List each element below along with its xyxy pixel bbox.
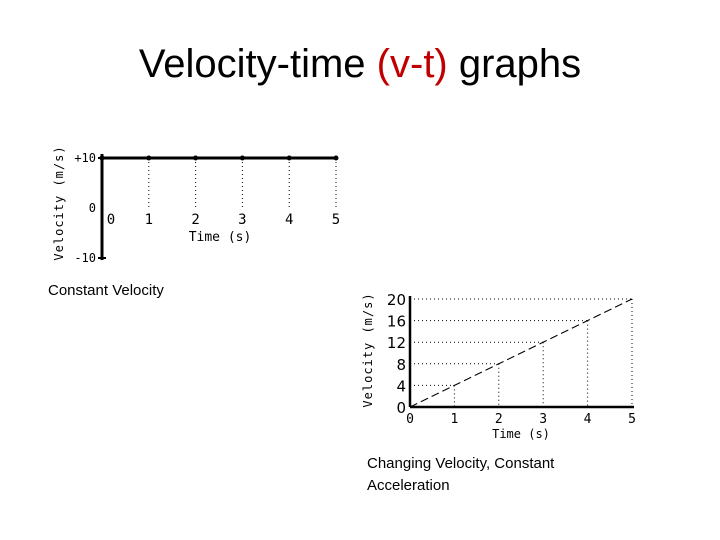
- caption-constant-acceleration: Changing Velocity, Constant Acceleration: [367, 455, 555, 494]
- x-tick-label: 1: [145, 212, 153, 228]
- title-prefix: Velocity-time: [138, 42, 377, 86]
- data-point: [146, 155, 152, 161]
- y-tick-label: 16: [387, 313, 406, 331]
- data-point: [286, 155, 292, 161]
- y-tick-label: 4: [396, 377, 406, 395]
- x-tick-label: 0: [107, 212, 115, 228]
- x-tick-label: 4: [584, 412, 592, 427]
- data-point: [333, 155, 339, 161]
- constant-velocity-chart: +10 0 -10 0 1 2 3 4 5 Time (s) Velocity (m/s): [52, 145, 340, 265]
- x-tick-label: 2: [191, 212, 199, 228]
- title-suffix: graphs: [447, 42, 582, 86]
- title-highlight: (v-t): [376, 42, 448, 86]
- y-tick-label: 0: [396, 399, 406, 417]
- slide-title: Velocity-time (v-t) graphs: [0, 42, 720, 87]
- series-line: [409, 298, 633, 408]
- x-tick-label: 2: [495, 412, 503, 427]
- y-axis-label: Velocity (m/s): [361, 292, 375, 407]
- x-tick-label: 5: [628, 412, 636, 427]
- data-point: [239, 155, 245, 161]
- x-tick-label: 3: [238, 212, 246, 228]
- y-axis-label: Velocity (m/s): [52, 145, 66, 260]
- caption-constant-velocity: Constant Velocity: [48, 282, 164, 299]
- x-axis-label: Time (s): [189, 230, 252, 245]
- x-tick-label: 1: [450, 412, 458, 427]
- x-tick-label: 5: [332, 212, 340, 228]
- x-tick-label: 4: [285, 212, 293, 228]
- y-tick-label: +10: [74, 151, 96, 165]
- x-tick-label: 3: [539, 412, 547, 427]
- x-axis-label: Time (s): [492, 427, 550, 441]
- x-tick-label: 0: [406, 412, 414, 427]
- y-tick-label: 0: [89, 201, 96, 215]
- data-point: [99, 155, 105, 161]
- y-tick-label: 20: [387, 291, 406, 309]
- y-tick-label: 8: [396, 356, 406, 374]
- data-point: [193, 155, 199, 161]
- y-tick-label: -10: [74, 251, 96, 265]
- y-tick-label: 12: [387, 334, 406, 352]
